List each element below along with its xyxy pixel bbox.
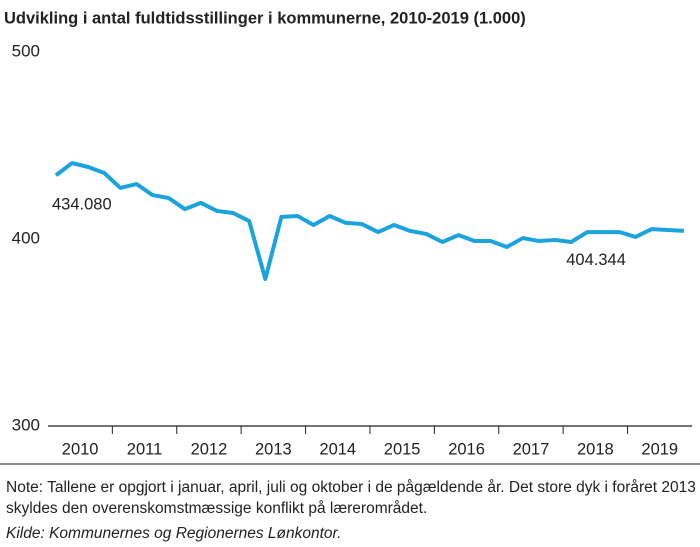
x-tick-label: 2014: [319, 440, 356, 458]
y-tick-label: 400: [12, 228, 40, 247]
x-tick-label: 2013: [255, 440, 292, 458]
chart: Udvikling i antal fuldtidsstillinger i k…: [0, 9, 700, 465]
x-tick-label: 2012: [191, 440, 228, 458]
x-tick-label: 2016: [448, 440, 485, 458]
x-tick-label: 2011: [127, 440, 162, 458]
value-label: 404.344: [566, 251, 626, 269]
data-line: [54, 161, 685, 282]
source: Kilde: Kommunernes og Regionernes Lønkon…: [6, 525, 342, 542]
note: Note: Tallene er opgjort i januar, april…: [6, 479, 696, 517]
chart-title: Udvikling i antal fuldtidsstillinger i k…: [4, 9, 526, 27]
x-tick-label: 2015: [384, 440, 421, 458]
x-tick-label: 2017: [513, 440, 550, 458]
value-label: 434.080: [52, 196, 112, 214]
x-tick-label: 2010: [62, 440, 99, 458]
x-tick-label: 2018: [577, 440, 614, 458]
y-tick-label: 300: [12, 415, 40, 434]
x-tick-label: 2019: [641, 440, 678, 458]
y-tick-label: 500: [12, 41, 40, 60]
